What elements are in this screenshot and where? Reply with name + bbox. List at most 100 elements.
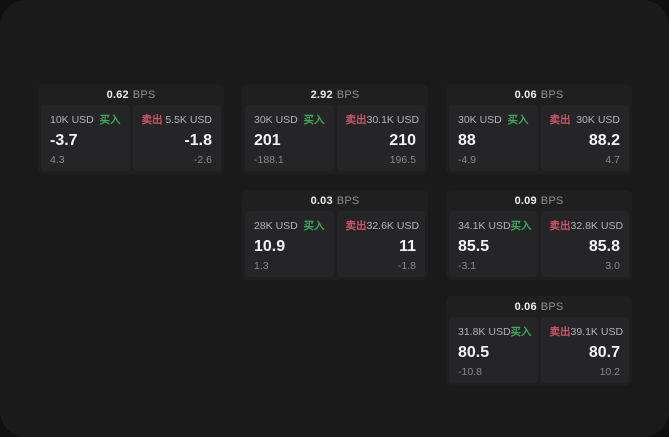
spread-unit: BPS (540, 88, 564, 101)
spread-header: 0.62 BPS (38, 84, 224, 105)
sell-panel-top: 卖出 30K USD (550, 112, 621, 127)
buy-panel-top: 30K USD 买入 (254, 112, 325, 127)
sell-side-label: 卖出 (549, 114, 571, 126)
quote-panels: 28K USD 买入 10.9 1.3 卖出 32.6K USD 11 -1.8 (242, 211, 428, 280)
sell-price: 80.7 (588, 344, 620, 362)
spread-value: 0.62 (106, 88, 129, 101)
buy-notional: 30K USD (458, 113, 502, 126)
spread-unit: BPS (336, 88, 360, 101)
spread-value: 0.09 (514, 194, 537, 207)
buy-sub-value: -4.9 (458, 153, 477, 166)
buy-panel[interactable]: 30K USD 买入 88 -4.9 (449, 105, 538, 171)
buy-panel[interactable]: 10K USD 买入 -3.7 4.3 (41, 105, 130, 171)
spread-value: 2.92 (310, 88, 333, 101)
buy-price: 85.5 (458, 238, 490, 256)
sell-sub-value: 4.7 (605, 153, 620, 166)
spread-header: 0.03 BPS (242, 190, 428, 211)
quote-card: 0.09 BPS 34.1K USD 买入 85.5 -3.1 卖出 32.8K… (446, 190, 632, 280)
buy-side-label: 买入 (510, 220, 532, 232)
buy-side-label: 买入 (507, 114, 529, 126)
buy-panel-top: 34.1K USD 买入 (458, 218, 532, 233)
sell-price: 85.8 (588, 238, 620, 256)
spread-unit: BPS (540, 194, 564, 207)
spread-header: 0.06 BPS (446, 84, 632, 105)
sell-side-label: 卖出 (345, 114, 367, 126)
sell-price: 11 (399, 238, 416, 256)
sell-price: 88.2 (588, 132, 620, 150)
buy-panel[interactable]: 31.8K USD 买入 80.5 -10.8 (449, 317, 538, 383)
sell-panel-top: 卖出 39.1K USD (549, 324, 624, 339)
quote-panels: 34.1K USD 买入 85.5 -3.1 卖出 32.8K USD 85.8… (446, 211, 632, 280)
buy-notional: 10K USD (50, 113, 94, 126)
sell-price: 210 (389, 132, 416, 150)
buy-side-label: 买入 (510, 326, 532, 338)
sell-price: -1.8 (184, 132, 212, 150)
buy-side-label: 买入 (303, 114, 325, 126)
spread-value: 0.06 (514, 88, 537, 101)
sell-side-label: 卖出 (141, 114, 163, 126)
buy-sub-value: 4.3 (50, 153, 65, 166)
sell-notional: 30K USD (576, 113, 620, 126)
buy-panel-top: 10K USD 买入 (50, 112, 121, 127)
sell-notional: 30.1K USD (366, 113, 420, 126)
quote-card: 0.03 BPS 28K USD 买入 10.9 1.3 卖出 32.6K US… (242, 190, 428, 280)
buy-notional: 31.8K USD (458, 325, 511, 338)
spread-header: 0.06 BPS (446, 296, 632, 317)
sell-panel-top: 卖出 32.6K USD (345, 218, 420, 233)
sell-panel[interactable]: 卖出 30.1K USD 210 196.5 (336, 105, 425, 171)
spread-value: 0.06 (514, 300, 537, 313)
buy-price: 201 (254, 132, 281, 150)
sell-sub-value: 3.0 (605, 259, 620, 272)
sell-panel-top: 卖出 30.1K USD (345, 112, 420, 127)
buy-panel[interactable]: 34.1K USD 买入 85.5 -3.1 (449, 211, 538, 277)
sell-panel[interactable]: 卖出 5.5K USD -1.8 -2.6 (132, 105, 221, 171)
quote-panels: 31.8K USD 买入 80.5 -10.8 卖出 39.1K USD 80.… (446, 317, 632, 386)
quote-card: 2.92 BPS 30K USD 买入 201 -188.1 卖出 30.1K … (242, 84, 428, 174)
spread-header: 0.09 BPS (446, 190, 632, 211)
buy-sub-value: -10.8 (458, 365, 482, 378)
buy-panel-top: 31.8K USD 买入 (458, 324, 532, 339)
sell-notional: 39.1K USD (570, 325, 624, 338)
buy-panel[interactable]: 30K USD 买入 201 -188.1 (245, 105, 334, 171)
sell-panel[interactable]: 卖出 32.6K USD 11 -1.8 (336, 211, 425, 277)
buy-price: 88 (458, 132, 476, 150)
sell-side-label: 卖出 (549, 326, 571, 338)
sell-panel-top: 卖出 32.8K USD (549, 218, 624, 233)
buy-notional: 30K USD (254, 113, 298, 126)
quote-panels: 10K USD 买入 -3.7 4.3 卖出 5.5K USD -1.8 -2.… (38, 105, 224, 174)
buy-side-label: 买入 (99, 114, 121, 126)
buy-sub-value: -188.1 (254, 153, 284, 166)
sell-side-label: 卖出 (345, 220, 367, 232)
quote-card: 0.06 BPS 30K USD 买入 88 -4.9 卖出 30K USD (446, 84, 632, 174)
sell-panel-top: 卖出 5.5K USD (142, 112, 213, 127)
quote-card: 0.62 BPS 10K USD 买入 -3.7 4.3 卖出 5.5K USD (38, 84, 224, 174)
buy-panel-top: 28K USD 买入 (254, 218, 325, 233)
buy-panel-top: 30K USD 买入 (458, 112, 529, 127)
sell-sub-value: -1.8 (397, 259, 416, 272)
buy-sub-value: -3.1 (458, 259, 477, 272)
buy-panel[interactable]: 28K USD 买入 10.9 1.3 (245, 211, 334, 277)
spread-unit: BPS (336, 194, 360, 207)
sell-panel[interactable]: 卖出 39.1K USD 80.7 10.2 (540, 317, 629, 383)
buy-notional: 34.1K USD (458, 219, 511, 232)
spread-header: 2.92 BPS (242, 84, 428, 105)
sell-sub-value: -2.6 (193, 153, 212, 166)
spread-unit: BPS (132, 88, 156, 101)
buy-price: 80.5 (458, 344, 490, 362)
sell-panel[interactable]: 卖出 30K USD 88.2 4.7 (540, 105, 629, 171)
sell-side-label: 卖出 (549, 220, 571, 232)
quote-panels: 30K USD 买入 88 -4.9 卖出 30K USD 88.2 4.7 (446, 105, 632, 174)
sell-sub-value: 10.2 (599, 365, 620, 378)
buy-sub-value: 1.3 (254, 259, 269, 272)
buy-price: -3.7 (50, 132, 78, 150)
quote-card: 0.06 BPS 31.8K USD 买入 80.5 -10.8 卖出 39.1… (446, 296, 632, 386)
buy-notional: 28K USD (254, 219, 298, 232)
spread-unit: BPS (540, 300, 564, 313)
sell-notional: 32.8K USD (570, 219, 624, 232)
sell-sub-value: 196.5 (389, 153, 416, 166)
spread-value: 0.03 (310, 194, 333, 207)
sell-panel[interactable]: 卖出 32.8K USD 85.8 3.0 (540, 211, 629, 277)
buy-price: 10.9 (254, 238, 286, 256)
